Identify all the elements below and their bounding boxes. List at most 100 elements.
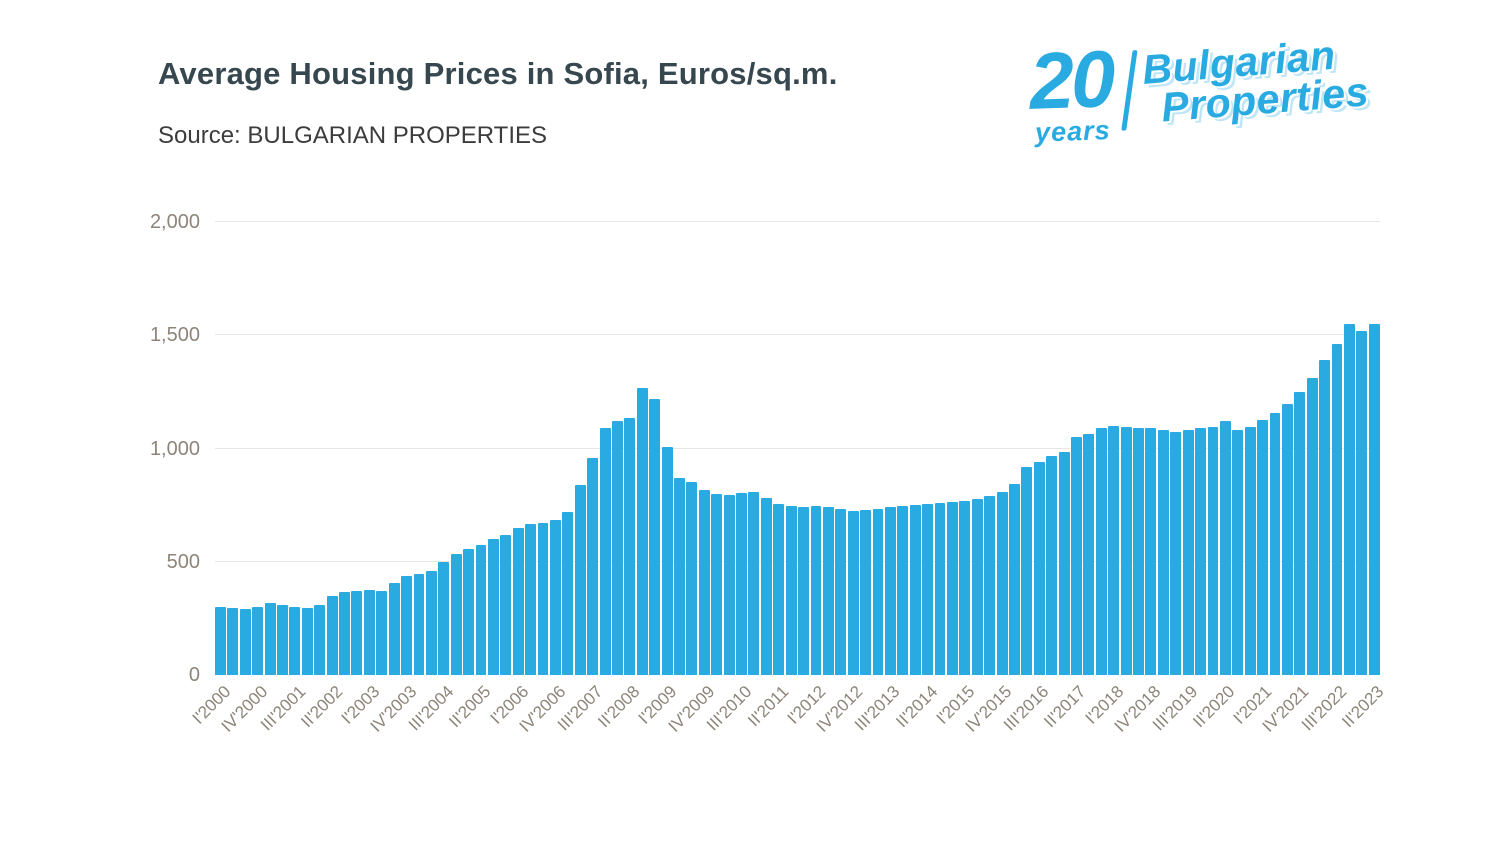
bar-I'2014: [909, 505, 921, 675]
bar-IV'2012: [847, 510, 859, 675]
bar-IV'2001: [301, 608, 313, 675]
bar-IV'2011: [798, 507, 809, 675]
y-axis-labels: 0 500 1,000 1,500 2,000: [0, 211, 200, 686]
bar-II'2001: [277, 604, 288, 675]
bar-II'2011: [773, 504, 785, 675]
bar-I'2021: [1257, 420, 1269, 675]
bar-IV'2008: [649, 398, 661, 675]
price-bar-chart: [215, 221, 1380, 675]
bar-I'2002: [314, 604, 326, 675]
bar-I'2006: [512, 527, 524, 675]
bar-III'2008: [636, 388, 648, 675]
brand-logo: 20 years Bulgarian Properties: [1027, 32, 1371, 149]
gridline-1500: [215, 334, 1380, 336]
bar-I'2012: [810, 506, 822, 675]
bar-IV'2014: [946, 501, 958, 675]
bar-I'2019: [1157, 430, 1169, 675]
logo-years-text: years: [1034, 115, 1112, 148]
logo-divider: [1121, 50, 1138, 131]
bar-II'2003: [376, 591, 388, 675]
bar-I'2008: [612, 421, 623, 675]
x-tick-label: II'2014: [891, 682, 942, 732]
bar-I'2011: [760, 498, 772, 675]
bar-III'2005: [487, 539, 499, 675]
logo-company-name: Bulgarian Properties: [1141, 32, 1371, 131]
bar-I'2020: [1207, 426, 1219, 675]
bar-II'2010: [723, 494, 735, 675]
bar-II'2000: [227, 608, 239, 675]
bar-II'2021: [1269, 413, 1281, 675]
bar-III'2022: [1331, 344, 1343, 675]
bar-IV'2013: [897, 506, 909, 675]
bar-IV'2017: [1095, 428, 1107, 675]
gridline-1000: [215, 447, 1380, 449]
x-tick-label: II'2002: [297, 682, 347, 732]
x-tick-label: II'2005: [445, 682, 495, 732]
bar-I'2004: [413, 574, 425, 675]
bar-I'2009: [661, 447, 673, 675]
bar-II'2012: [822, 507, 834, 675]
bar-III'2000: [239, 609, 251, 675]
y-tick-label: 1,500: [149, 324, 200, 347]
bar-IV'2002: [351, 591, 363, 675]
bar-IV'2005: [500, 534, 512, 675]
bar-II'2016: [1021, 466, 1033, 675]
bar-III'2014: [934, 502, 946, 675]
bar-I'2018: [1108, 425, 1120, 675]
bar-I'2010: [711, 493, 723, 675]
bar-II'2004: [425, 570, 437, 675]
x-tick-label: II'2020: [1189, 682, 1239, 732]
bar-I'2007: [562, 511, 574, 675]
gridline-2000: [215, 221, 1380, 222]
y-tick-label: 2,000: [149, 211, 200, 233]
bar-II'2022: [1319, 360, 1331, 675]
gridline-500: [215, 560, 1380, 562]
bar-I'2001: [264, 602, 276, 675]
x-axis-labels: I'2000 IV'2000 III'2001 II'2002 I'2003 IV'200…: [189, 675, 1387, 785]
y-tick-label: 0: [188, 664, 200, 686]
logo-20-text: 20: [1027, 34, 1114, 126]
x-tick-label: II'2008: [594, 682, 644, 732]
bar-IV'2016: [1046, 456, 1058, 675]
bar-I'2017: [1058, 451, 1070, 675]
bar-IV'2000: [252, 607, 264, 675]
bar-II'2018: [1120, 426, 1132, 675]
bar-IV'2020: [1244, 426, 1256, 675]
bar-II'2020: [1219, 421, 1231, 675]
bar-III'2010: [736, 492, 747, 675]
bar-I'2015: [959, 500, 971, 675]
bar-I'2022: [1306, 378, 1318, 675]
bar-IV'2019: [1195, 428, 1206, 675]
bar-III'2009: [686, 482, 698, 675]
bar-III'2020: [1232, 430, 1244, 675]
bar-IV'2018: [1145, 428, 1157, 675]
bar-II'2023: [1368, 323, 1380, 675]
bar-IV'2010: [748, 491, 760, 675]
bars-container: [215, 222, 1380, 675]
bar-III'2001: [289, 607, 301, 675]
bar-II'2009: [674, 477, 685, 675]
bar-III'2012: [835, 508, 847, 675]
page-title: Average Housing Prices in Sofia, Euros/s…: [158, 56, 838, 91]
bar-II'2013: [872, 508, 884, 675]
bar-III'2016: [1033, 462, 1045, 675]
bar-I'2003: [363, 590, 375, 675]
bar-II'2002: [326, 595, 338, 675]
logo-20-years: 20 years: [1027, 34, 1114, 149]
bar-I'2016: [1009, 483, 1020, 675]
bar-IV'2015: [996, 491, 1008, 675]
bar-III'2021: [1281, 404, 1293, 675]
bar-I'2000: [215, 607, 226, 675]
bar-III'2004: [438, 561, 450, 675]
bar-I'2023: [1356, 330, 1368, 675]
bar-II'2014: [922, 504, 934, 675]
bar-IV'2006: [549, 519, 561, 675]
bar-III'2018: [1133, 428, 1144, 675]
bar-IV'2004: [450, 553, 462, 675]
bar-IV'2021: [1294, 391, 1306, 675]
bar-IV'2022: [1343, 323, 1355, 675]
bar-III'2019: [1182, 430, 1194, 675]
bar-III'2003: [388, 583, 400, 675]
bar-III'2006: [537, 523, 549, 675]
